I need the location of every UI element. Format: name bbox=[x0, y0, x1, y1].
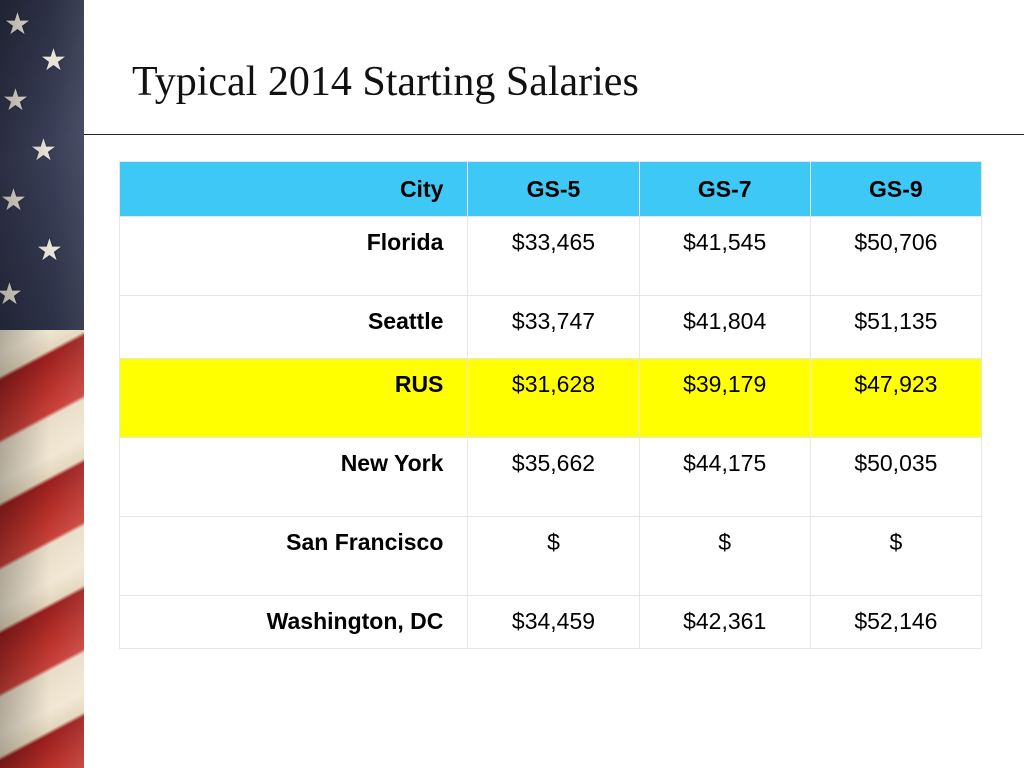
star-icon: ★ bbox=[0, 280, 23, 310]
column-header-gs7: GS-7 bbox=[638, 161, 811, 217]
salary-cell-gs5: $35,662 bbox=[467, 437, 640, 517]
city-cell: New York bbox=[118, 437, 469, 517]
table-row: Florida $33,465 $41,545 $50,706 bbox=[118, 216, 983, 296]
star-icon: ★ bbox=[2, 86, 29, 116]
salary-cell-gs9: $50,706 bbox=[809, 216, 983, 296]
salary-cell-gs9: $50,035 bbox=[809, 437, 983, 517]
star-icon: ★ bbox=[36, 236, 63, 266]
salary-table: City GS-5 GS-7 GS-9 Florida $33,465 $41,… bbox=[118, 161, 983, 649]
table-row: RUS $31,628 $39,179 $47,923 bbox=[118, 358, 983, 438]
salary-cell-gs5: $31,628 bbox=[467, 358, 640, 438]
column-header-city: City bbox=[118, 161, 469, 217]
flag-canton bbox=[0, 0, 84, 330]
salary-cell-gs7: $41,545 bbox=[638, 216, 811, 296]
table-row: New York $35,662 $44,175 $50,035 bbox=[118, 437, 983, 517]
column-header-gs5: GS-5 bbox=[467, 161, 640, 217]
city-cell: San Francisco bbox=[118, 516, 469, 596]
city-cell: Florida bbox=[118, 216, 469, 296]
salary-cell-gs7: $39,179 bbox=[638, 358, 811, 438]
city-cell: Seattle bbox=[118, 295, 469, 359]
salary-cell-gs9: $47,923 bbox=[809, 358, 983, 438]
salary-cell-gs7: $41,804 bbox=[638, 295, 811, 359]
table-row: Seattle $33,747 $41,804 $51,135 bbox=[118, 295, 983, 359]
salary-cell-gs7: $ bbox=[638, 516, 811, 596]
star-icon: ★ bbox=[40, 46, 67, 76]
salary-cell-gs9: $51,135 bbox=[809, 295, 983, 359]
column-header-gs9: GS-9 bbox=[809, 161, 983, 217]
flag-decoration: ★ ★ ★ ★ ★ ★ ★ bbox=[0, 0, 84, 768]
table-row: Washington, DC $34,459 $42,361 $52,146 bbox=[118, 595, 983, 649]
salary-cell-gs5: $33,465 bbox=[467, 216, 640, 296]
salary-cell-gs9: $52,146 bbox=[809, 595, 983, 649]
salary-cell-gs7: $44,175 bbox=[638, 437, 811, 517]
salary-cell-gs9: $ bbox=[809, 516, 983, 596]
salary-cell-gs5: $33,747 bbox=[467, 295, 640, 359]
flag-shade bbox=[0, 0, 84, 768]
table-row: San Francisco $ $ $ bbox=[118, 516, 983, 596]
table-header-row: City GS-5 GS-7 GS-9 bbox=[118, 161, 983, 217]
city-cell: Washington, DC bbox=[118, 595, 469, 649]
salary-cell-gs5: $34,459 bbox=[467, 595, 640, 649]
star-icon: ★ bbox=[4, 10, 31, 40]
star-icon: ★ bbox=[0, 186, 27, 216]
salary-cell-gs7: $42,361 bbox=[638, 595, 811, 649]
page-title: Typical 2014 Starting Salaries bbox=[132, 59, 639, 105]
star-icon: ★ bbox=[30, 136, 57, 166]
salary-cell-gs5: $ bbox=[467, 516, 640, 596]
city-cell: RUS bbox=[118, 358, 469, 438]
title-divider bbox=[84, 134, 1024, 135]
